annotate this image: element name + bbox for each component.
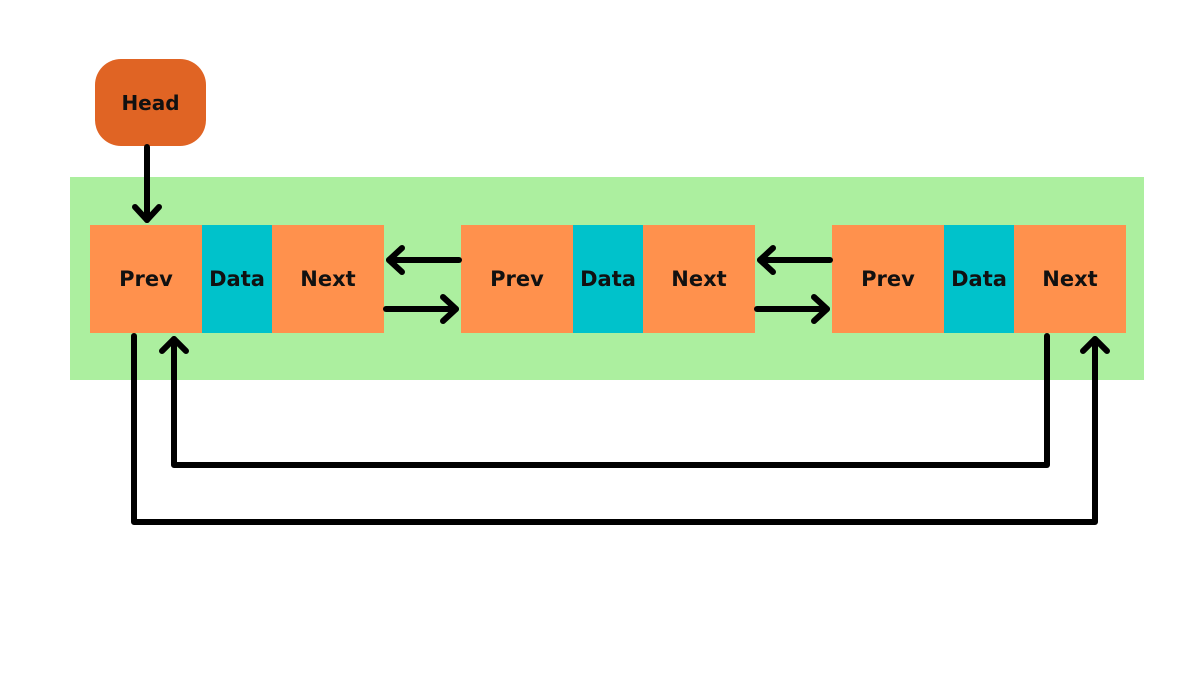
head-pointer-arrow [132,144,162,223]
node-2-next-label: Next [671,267,727,291]
node-1-next-label: Next [300,267,356,291]
node-3-prev-label: Prev [861,267,915,291]
node-2-prev-label: Prev [490,267,544,291]
node-2-prev-cell: Prev [461,225,573,333]
node-2-next-cell: Next [643,225,755,333]
node-2-data-label: Data [580,267,636,291]
node-3-data-cell: Data [944,225,1014,333]
node-3-next-label: Next [1042,267,1098,291]
head-label: Head [121,90,180,115]
node-3-to-node-2-prev-arrow [757,245,833,275]
node-1-prev-cell: Prev [90,225,202,333]
node-3-data-label: Data [951,267,1007,291]
node-1-next-cell: Next [272,225,384,333]
circular-next-arrow [159,333,1050,468]
node-3-next-cell: Next [1014,225,1126,333]
node-3-prev-cell: Prev [832,225,944,333]
head-node: Head [95,59,206,146]
node-1-to-node-2-next-arrow [383,294,459,324]
circular-prev-arrow [131,333,1110,525]
node-1-prev-label: Prev [119,267,173,291]
node-2-data-cell: Data [573,225,643,333]
node-1-data-cell: Data [202,225,272,333]
node-1-data-label: Data [209,267,265,291]
node-2-to-node-1-prev-arrow [386,245,462,275]
node-2-to-node-3-next-arrow [754,294,830,324]
